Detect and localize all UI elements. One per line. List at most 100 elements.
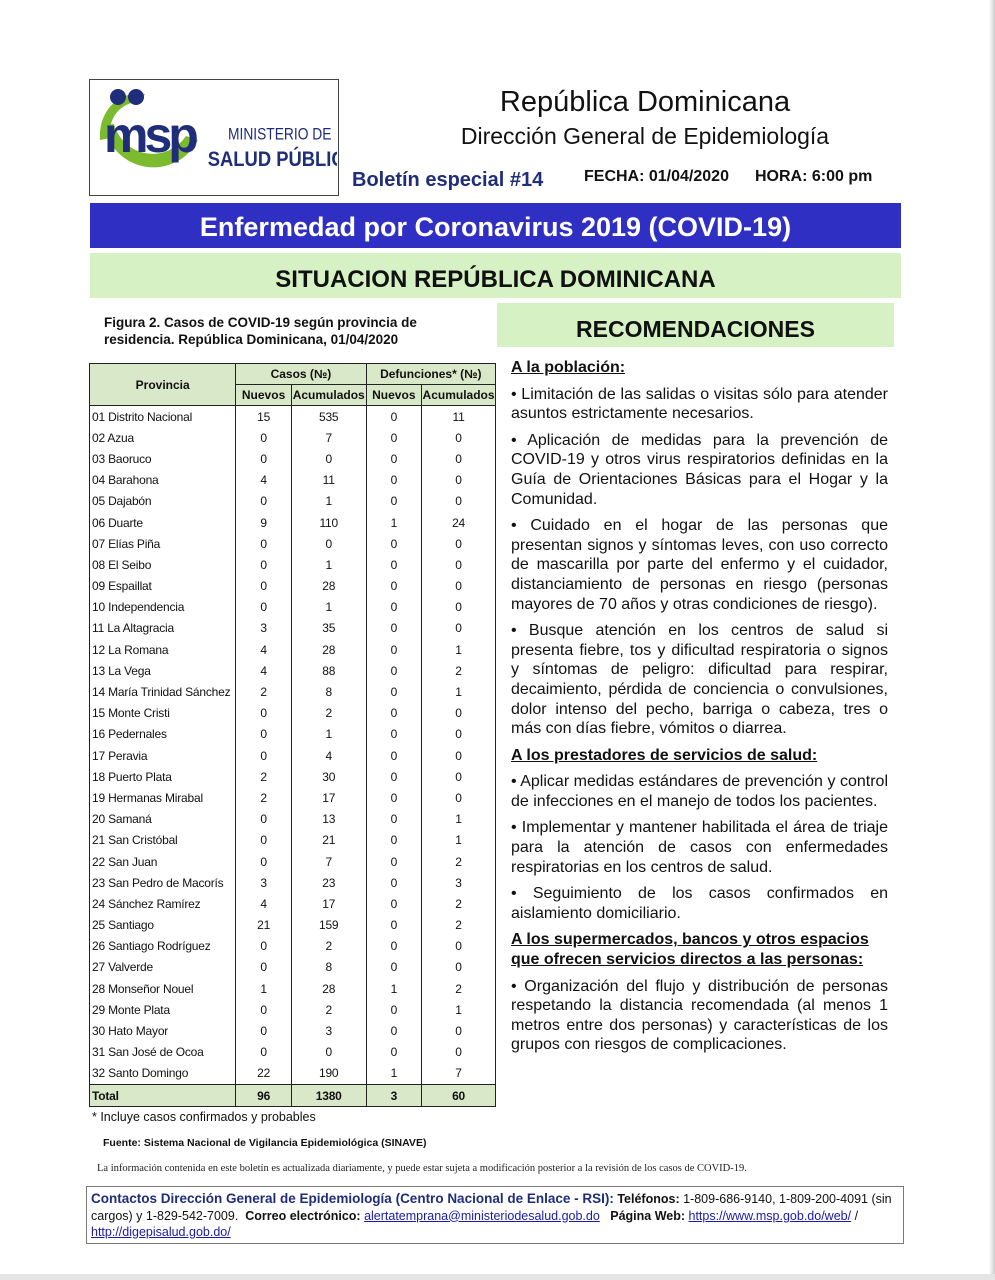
- cases-cumulative: 7: [290, 427, 367, 449]
- province-name: 22 San Juan: [88, 850, 237, 873]
- deaths-cumulative: 0: [421, 533, 496, 555]
- province-name: 30 Hato Mayor: [88, 1020, 237, 1042]
- recommendation-section-heading: A los prestadores de servicios de salud:: [511, 746, 818, 764]
- deaths-new: 0: [365, 575, 423, 597]
- deaths-cumulative: 0: [421, 427, 496, 449]
- table-row: 19 Hermanas Mirabal 2 17 0 0: [88, 787, 496, 809]
- cases-cumulative: 4: [290, 745, 367, 767]
- deaths-cumulative: 0: [421, 1020, 496, 1042]
- svg-text:msp: msp: [104, 107, 197, 163]
- table-row: 08 El Seibo 0 1 0 0: [88, 554, 496, 576]
- province-name: 26 Santiago Rodríguez: [88, 935, 237, 957]
- figure-caption: Figura 2. Casos de COVID-19 según provin…: [104, 315, 417, 347]
- province-name: 17 Peravia: [88, 745, 237, 767]
- deaths-new: 1: [365, 1062, 423, 1085]
- web-link-msp[interactable]: https://www.msp.gob.do/web/: [688, 1208, 852, 1223]
- deaths-new: 0: [365, 745, 423, 767]
- deaths-cumulative: 0: [421, 448, 496, 470]
- province-name: 09 Espaillat: [88, 575, 237, 597]
- bulletin-time: HORA: 6:00 pm: [755, 168, 873, 185]
- cases-new: 0: [235, 723, 292, 745]
- deaths-new: 0: [365, 660, 423, 682]
- table-row: 27 Valverde 0 8 0 0: [88, 956, 496, 979]
- deaths-cumulative: 1: [421, 999, 496, 1021]
- province-name: 10 Independencia: [88, 596, 237, 618]
- table-row: 15 Monte Cristi 0 2 0 0: [88, 702, 496, 724]
- web-separator: /: [854, 1208, 859, 1223]
- deaths-cumulative: 2: [421, 893, 496, 915]
- deaths-new: 0: [365, 956, 423, 979]
- province-name: 04 Barahona: [88, 469, 237, 491]
- cases-cumulative: 17: [290, 893, 367, 915]
- web-link-digepisalud[interactable]: http://digepisalud.gob.do/: [91, 1225, 231, 1239]
- cases-cumulative: 23: [290, 872, 367, 894]
- deaths-cumulative: 0: [421, 723, 496, 745]
- deaths-new: 0: [365, 533, 423, 555]
- province-name: 03 Baoruco: [88, 448, 237, 470]
- recommendation-item: • Cuidado en el hogar de las personas qu…: [511, 517, 888, 613]
- cases-new: 4: [235, 639, 292, 661]
- deaths-new: 0: [365, 723, 423, 745]
- col-def-nuevos: Nuevos: [365, 384, 423, 406]
- province-cases-table: Provincia Casos (№) Defunciones* (№) Nue…: [88, 363, 497, 1108]
- cases-new: 0: [235, 575, 292, 597]
- total-row: Total 96 1380 3 60: [88, 1083, 496, 1108]
- province-name: 20 Samaná: [88, 808, 237, 830]
- table-row: 05 Dajabón 0 1 0 0: [88, 490, 496, 512]
- cases-cumulative: 190: [290, 1062, 367, 1085]
- deaths-new: 0: [365, 1020, 423, 1042]
- deaths-cumulative: 1: [421, 808, 496, 830]
- cases-new: 2: [235, 681, 292, 703]
- email-link[interactable]: alertatemprana@ministeriodesalud.gob.do: [364, 1208, 600, 1223]
- cases-cumulative: 17: [290, 787, 367, 809]
- deaths-cumulative: 2: [421, 978, 496, 1000]
- deaths-cumulative: 0: [421, 935, 496, 957]
- province-name: 02 Azua: [88, 427, 237, 449]
- cases-new: 4: [235, 893, 292, 915]
- table-row: 28 Monseñor Nouel 1 28 1 2: [88, 978, 496, 1000]
- deaths-cumulative: 0: [421, 469, 496, 491]
- cases-cumulative: 28: [290, 978, 367, 1000]
- web-label: Página Web:: [610, 1208, 686, 1223]
- deaths-cumulative: 1: [421, 639, 496, 661]
- table-row: 30 Hato Mayor 0 3 0 0: [88, 1020, 496, 1042]
- cases-cumulative: 0: [290, 1041, 367, 1063]
- deaths-cumulative: 2: [421, 850, 496, 873]
- header-title: República Dominicana: [499, 86, 791, 118]
- deaths-new: 0: [365, 469, 423, 491]
- deaths-cumulative: 0: [421, 490, 496, 512]
- deaths-new: 0: [365, 490, 423, 512]
- table-row: 14 María Trinidad Sánchez 2 8 0 1: [88, 681, 496, 703]
- table-row: 06 Duarte 9 110 1 24: [88, 511, 496, 534]
- deaths-new: 0: [365, 914, 423, 936]
- main-banner: Enfermedad por Coronavirus 2019 (COVID-1…: [90, 203, 901, 248]
- recommendation-item: • Seguimiento de los casos confirmados e…: [511, 885, 888, 922]
- cases-cumulative: 21: [290, 829, 367, 851]
- bulletin-number: Boletín especial #14: [352, 169, 544, 191]
- cases-new: 0: [235, 596, 292, 618]
- table-note: * Incluye casos confirmados y probables: [92, 1110, 316, 1124]
- table-row: 26 Santiago Rodríguez 0 2 0 0: [88, 935, 496, 957]
- email-label: Correo electrónico:: [245, 1208, 361, 1223]
- table-row: 01 Distrito Nacional 15 535 0 11: [88, 405, 496, 428]
- cases-cumulative: 7: [290, 850, 367, 873]
- cases-new: 0: [235, 850, 292, 873]
- province-name: 29 Monte Plata: [88, 999, 237, 1021]
- cases-new: 21: [235, 914, 292, 936]
- province-name: 06 Duarte: [88, 511, 237, 534]
- deaths-cumulative: 0: [421, 617, 496, 640]
- recommendation-item: • Aplicar medidas estándares de prevenci…: [511, 773, 888, 810]
- deaths-new: 0: [365, 405, 423, 428]
- cases-new: 3: [235, 872, 292, 894]
- table-row: 20 Samaná 0 13 0 1: [88, 808, 496, 830]
- deaths-new: 0: [365, 1041, 423, 1063]
- cases-new: 0: [235, 829, 292, 851]
- cases-new: 0: [235, 745, 292, 767]
- deaths-cumulative: 1: [421, 681, 496, 703]
- cases-cumulative: 8: [290, 681, 367, 703]
- deaths-cumulative: 0: [421, 596, 496, 618]
- deaths-new: 0: [365, 639, 423, 661]
- deaths-new: 0: [365, 935, 423, 957]
- phones-label: Teléfonos:: [617, 1192, 680, 1206]
- table-row: 04 Barahona 4 11 0 0: [88, 469, 496, 491]
